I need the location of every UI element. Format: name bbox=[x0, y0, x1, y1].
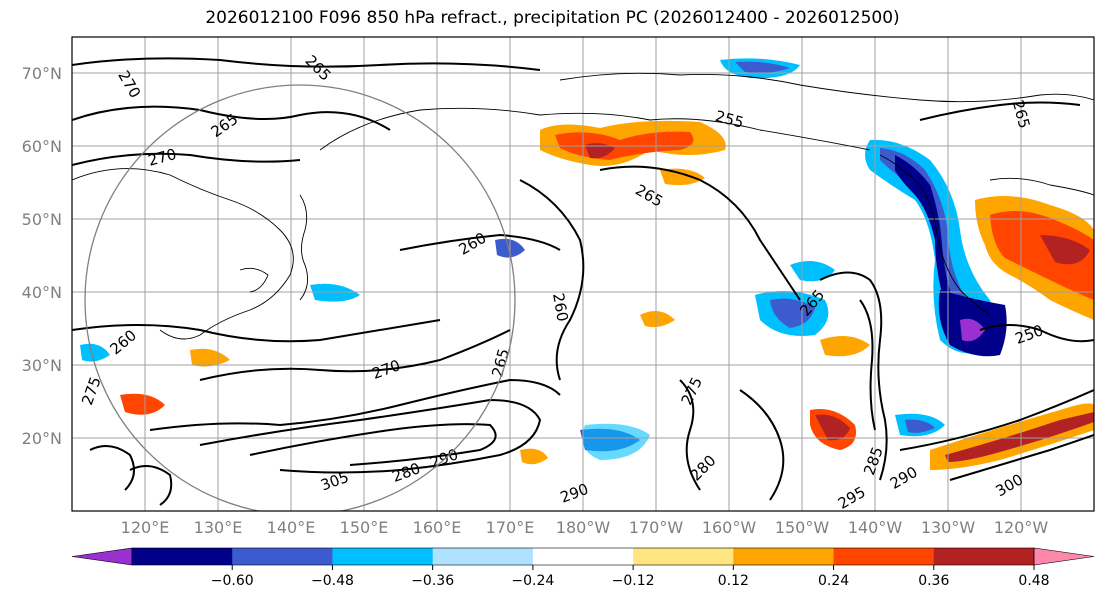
lat-label-50n: 50°N bbox=[22, 210, 62, 229]
colorbar-tick-label: 0.24 bbox=[818, 573, 849, 589]
lon-label: 160°W bbox=[702, 518, 757, 537]
colorbar-swatch bbox=[332, 548, 434, 565]
colorbar-extend-max bbox=[1033, 547, 1095, 566]
colorbar-swatch bbox=[933, 548, 1035, 565]
lon-label: 150°W bbox=[775, 518, 830, 537]
colorbar-swatch bbox=[733, 548, 835, 565]
map-border bbox=[71, 36, 1095, 512]
colorbar-tick-label: −0.48 bbox=[311, 573, 354, 589]
map-title: 2026012100 F096 850 hPa refract., precip… bbox=[205, 8, 900, 28]
lon-label: 130°E bbox=[194, 518, 243, 537]
colorbar: −0.60 −0.48 −0.36 −0.24 −0.12 0.12 0.24 0.36 0.4… bbox=[71, 547, 1095, 589]
colorbar-tick-label: −0.36 bbox=[411, 573, 454, 589]
lon-label: 180°W bbox=[556, 518, 611, 537]
colorbar-tick-label: −0.24 bbox=[511, 573, 554, 589]
lat-label-60n: 60°N bbox=[22, 137, 62, 156]
latitude-labels: 70°N 60°N 50°N 40°N 30°N 20°N bbox=[22, 64, 62, 448]
lon-label: 150°E bbox=[340, 518, 389, 537]
colorbar-extend-min bbox=[71, 547, 133, 566]
colorbar-swatch bbox=[432, 548, 534, 565]
lon-label: 120°W bbox=[994, 518, 1049, 537]
colorbar-border bbox=[131, 547, 1035, 566]
longitude-labels: 120°E 130°E 140°E 150°E 160°E 170°E 180°… bbox=[121, 518, 1049, 537]
lon-label: 160°E bbox=[413, 518, 462, 537]
colorbar-swatch bbox=[232, 548, 333, 565]
lat-label-40n: 40°N bbox=[22, 283, 62, 302]
lat-label-30n: 30°N bbox=[22, 356, 62, 375]
colorbar-tick-label: 0.12 bbox=[718, 573, 749, 589]
lon-label: 140°W bbox=[848, 518, 903, 537]
contour-label: 260 bbox=[549, 292, 572, 323]
lon-label: 170°E bbox=[486, 518, 535, 537]
colorbar-swatch bbox=[132, 548, 233, 565]
colorbar-swatch bbox=[532, 548, 634, 565]
lon-label: 120°E bbox=[121, 518, 170, 537]
range-ring bbox=[84, 84, 516, 511]
colorbar-swatch bbox=[633, 548, 734, 565]
precip-anomaly-shading bbox=[80, 58, 1094, 470]
lat-label-70n: 70°N bbox=[22, 64, 62, 83]
refractivity-contours bbox=[72, 57, 1094, 506]
colorbar-tick-label: −0.12 bbox=[612, 573, 655, 589]
colorbar-tick-label: 0.48 bbox=[1018, 573, 1049, 589]
colorbar-tick-label: 0.36 bbox=[918, 573, 949, 589]
lon-label: 140°E bbox=[267, 518, 316, 537]
colorbar-swatch bbox=[833, 548, 935, 565]
colorbar-tick-label: −0.60 bbox=[211, 573, 254, 589]
coastlines bbox=[72, 72, 1094, 340]
lat-label-20n: 20°N bbox=[22, 429, 62, 448]
lon-label: 130°W bbox=[921, 518, 976, 537]
lon-label: 170°W bbox=[629, 518, 684, 537]
